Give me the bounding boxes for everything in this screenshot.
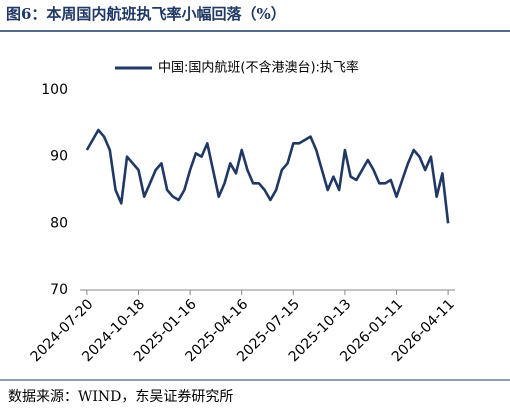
y-tick-label: 90: [50, 149, 68, 165]
y-tick-label: 80: [50, 215, 68, 231]
series-line: [85, 128, 450, 224]
y-tick-label: 70: [50, 282, 68, 298]
y-tick-label: 100: [41, 82, 68, 98]
legend-label: 中国:国内航班(不含港澳台):执飞率: [158, 60, 359, 76]
source-note: 数据来源：WIND，东吴证券研究所: [8, 389, 233, 405]
chart-title: 图6：本周国内航班执飞率小幅回落（%）: [6, 5, 286, 23]
